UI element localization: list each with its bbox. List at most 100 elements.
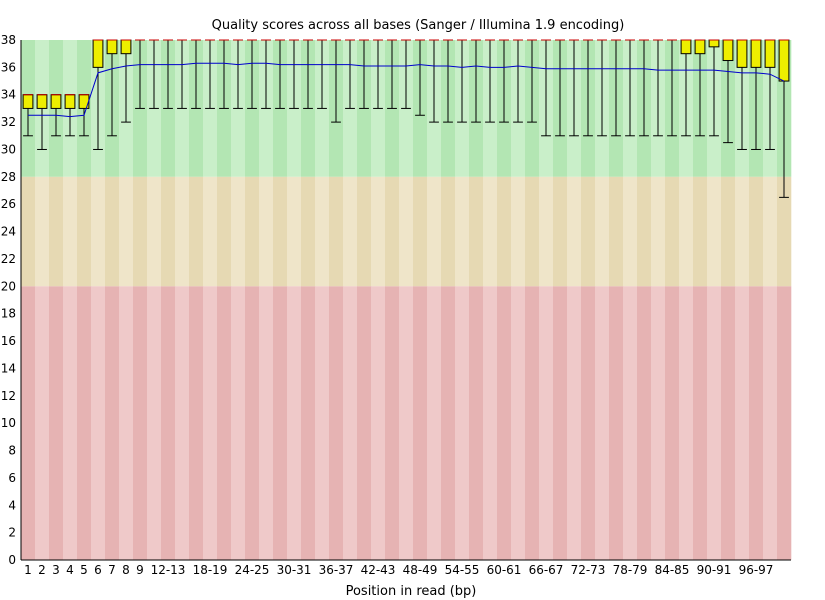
x-tick-label: 78-79 xyxy=(613,563,648,577)
zone-acceptable-band xyxy=(679,176,694,287)
zone-poor-band xyxy=(595,286,610,560)
zone-acceptable-band xyxy=(623,176,638,287)
zone-acceptable-band xyxy=(441,176,456,287)
zone-poor-band xyxy=(203,286,218,560)
quality-zones xyxy=(21,40,792,560)
chart-title: Quality scores across all bases (Sanger … xyxy=(212,18,625,33)
x-tick-label: 42-43 xyxy=(361,563,396,577)
quartile-box xyxy=(50,94,62,109)
y-tick-label: 34 xyxy=(1,88,16,102)
x-tick-label: 3 xyxy=(52,563,60,577)
quartile-box xyxy=(64,94,76,109)
zone-acceptable-band xyxy=(147,176,162,287)
zone-poor-band xyxy=(133,286,148,560)
quartile-box xyxy=(92,39,104,68)
zone-poor-band xyxy=(609,286,624,560)
y-tick-label: 26 xyxy=(1,197,16,211)
y-tick-label: 38 xyxy=(1,33,16,47)
zone-acceptable-band xyxy=(161,176,176,287)
x-tick-label: 96-97 xyxy=(739,563,774,577)
y-tick-label: 16 xyxy=(1,334,16,348)
zone-acceptable-band xyxy=(371,176,386,287)
zone-acceptable-band xyxy=(259,176,274,287)
quartile-box xyxy=(750,39,762,68)
zone-acceptable-band xyxy=(511,176,526,287)
y-tick-label: 12 xyxy=(1,389,16,403)
x-tick-label: 2 xyxy=(38,563,46,577)
quartile-box xyxy=(36,94,48,109)
x-tick-label: 48-49 xyxy=(403,563,438,577)
zone-acceptable-band xyxy=(245,176,260,287)
zone-acceptable-band xyxy=(91,176,106,287)
zone-poor-band xyxy=(259,286,274,560)
zone-acceptable-band xyxy=(273,176,288,287)
x-tick-label: 12-13 xyxy=(151,563,186,577)
boxes xyxy=(22,39,790,109)
zone-poor-band xyxy=(721,286,736,560)
quartile-box xyxy=(22,94,34,109)
x-tick-label: 66-67 xyxy=(529,563,564,577)
zone-acceptable-band xyxy=(763,176,778,287)
x-tick-label: 54-55 xyxy=(445,563,480,577)
x-tick-label: 30-31 xyxy=(277,563,312,577)
zone-poor-band xyxy=(161,286,176,560)
zone-acceptable-band xyxy=(595,176,610,287)
zone-poor-band xyxy=(511,286,526,560)
zone-poor-band xyxy=(343,286,358,560)
zone-acceptable-band xyxy=(343,176,358,287)
zone-acceptable-band xyxy=(427,176,442,287)
zone-acceptable-band xyxy=(693,176,708,287)
zone-poor-band xyxy=(385,286,400,560)
y-tick-label: 22 xyxy=(1,252,16,266)
zone-acceptable-band xyxy=(77,176,92,287)
zone-poor-band xyxy=(539,286,554,560)
zone-acceptable-band xyxy=(231,176,246,287)
y-tick-label: 32 xyxy=(1,115,16,129)
zone-acceptable-band xyxy=(413,176,428,287)
medians xyxy=(23,39,789,96)
quartile-box xyxy=(106,39,118,55)
y-tick-label: 18 xyxy=(1,307,16,321)
zone-poor-band xyxy=(371,286,386,560)
zone-acceptable-band xyxy=(189,176,204,287)
zone-poor-band xyxy=(21,286,36,560)
zone-acceptable-band xyxy=(735,176,750,287)
zone-poor-band xyxy=(567,286,582,560)
y-tick-label: 14 xyxy=(1,361,16,375)
y-tick-label: 20 xyxy=(1,279,16,293)
quartile-box xyxy=(120,39,132,55)
x-tick-label: 1 xyxy=(24,563,32,577)
zone-acceptable-band xyxy=(483,176,498,287)
zone-acceptable-band xyxy=(203,176,218,287)
zone-acceptable-band xyxy=(749,176,764,287)
zone-acceptable-band xyxy=(553,176,568,287)
zone-acceptable-band xyxy=(119,176,134,287)
quartile-box xyxy=(680,39,692,55)
zone-acceptable-band xyxy=(455,176,470,287)
y-tick-label: 8 xyxy=(8,444,16,458)
zone-poor-band xyxy=(707,286,722,560)
y-tick-label: 24 xyxy=(1,225,16,239)
zone-poor-band xyxy=(497,286,512,560)
x-tick-label: 36-37 xyxy=(319,563,354,577)
zone-poor-band xyxy=(189,286,204,560)
zone-acceptable-band xyxy=(21,176,36,287)
zone-poor-band xyxy=(357,286,372,560)
zone-acceptable-band xyxy=(581,176,596,287)
zone-acceptable-band xyxy=(287,176,302,287)
zone-poor-band xyxy=(483,286,498,560)
zone-poor-band xyxy=(525,286,540,560)
y-tick-label: 36 xyxy=(1,60,16,74)
zone-acceptable-band xyxy=(637,176,652,287)
zone-acceptable-band xyxy=(301,176,316,287)
zone-poor-band xyxy=(287,286,302,560)
zone-poor-band xyxy=(329,286,344,560)
zone-acceptable-band xyxy=(63,176,78,287)
zone-acceptable-band xyxy=(721,176,736,287)
quartile-box xyxy=(694,39,706,55)
quartile-box xyxy=(736,39,748,68)
y-tick-label: 6 xyxy=(8,471,16,485)
x-tick-label: 7 xyxy=(108,563,116,577)
zone-poor-band xyxy=(399,286,414,560)
